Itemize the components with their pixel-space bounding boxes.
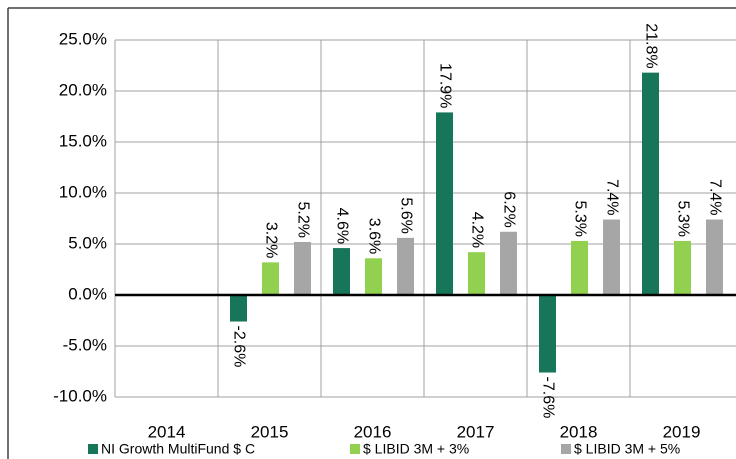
legend-label: NI Growth MultiFund $ C	[101, 441, 255, 457]
y-tick-label: 20.0%	[59, 80, 107, 99]
value-label: 21.8%	[642, 23, 659, 68]
x-tick-label: 2015	[251, 422, 289, 441]
value-label: -7.6%	[539, 377, 556, 419]
bar	[539, 295, 556, 373]
value-label: 5.6%	[397, 197, 414, 233]
bar	[468, 252, 485, 295]
bar	[436, 112, 453, 295]
x-tick-label: 2018	[560, 422, 598, 441]
y-tick-label: 25.0%	[59, 29, 107, 48]
y-tick-label: 5.0%	[68, 233, 107, 252]
bar	[262, 262, 279, 295]
legend-swatch	[561, 444, 571, 454]
legend-swatch	[350, 444, 360, 454]
bar	[230, 295, 247, 322]
value-label: 3.6%	[365, 218, 382, 254]
bar	[674, 240, 691, 295]
value-label: -2.6%	[230, 326, 247, 368]
bar	[706, 219, 723, 295]
legend-label: $ LIBID 3M + 5%	[574, 441, 680, 457]
value-label: 7.4%	[706, 179, 723, 215]
value-label: 3.2%	[262, 222, 279, 258]
y-tick-label: 0.0%	[68, 284, 107, 303]
legend-swatch	[88, 444, 98, 454]
value-label: 6.2%	[500, 191, 517, 227]
bar	[642, 72, 659, 295]
bar	[397, 237, 414, 295]
bar	[603, 219, 620, 295]
value-label: 5.3%	[674, 200, 691, 236]
y-tick-label: 15.0%	[59, 131, 107, 150]
x-tick-label: 2016	[354, 422, 392, 441]
y-tick-label: -5.0%	[63, 335, 107, 354]
bar	[333, 248, 350, 295]
bar	[571, 240, 588, 295]
value-label: 5.2%	[294, 201, 311, 237]
x-tick-label: 2019	[663, 422, 701, 441]
x-tick-label: 2017	[457, 422, 495, 441]
value-label: 4.6%	[333, 208, 350, 244]
bar	[294, 241, 311, 295]
y-tick-label: -10.0%	[53, 386, 107, 405]
value-label: 5.3%	[571, 200, 588, 236]
value-label: 4.2%	[468, 212, 485, 248]
legend-label: $ LIBID 3M + 3%	[363, 441, 469, 457]
bar	[365, 258, 382, 295]
x-tick-label: 2014	[148, 422, 186, 441]
bar	[500, 231, 517, 295]
value-label: 7.4%	[603, 179, 620, 215]
y-tick-label: 10.0%	[59, 182, 107, 201]
value-label: 17.9%	[436, 63, 453, 108]
